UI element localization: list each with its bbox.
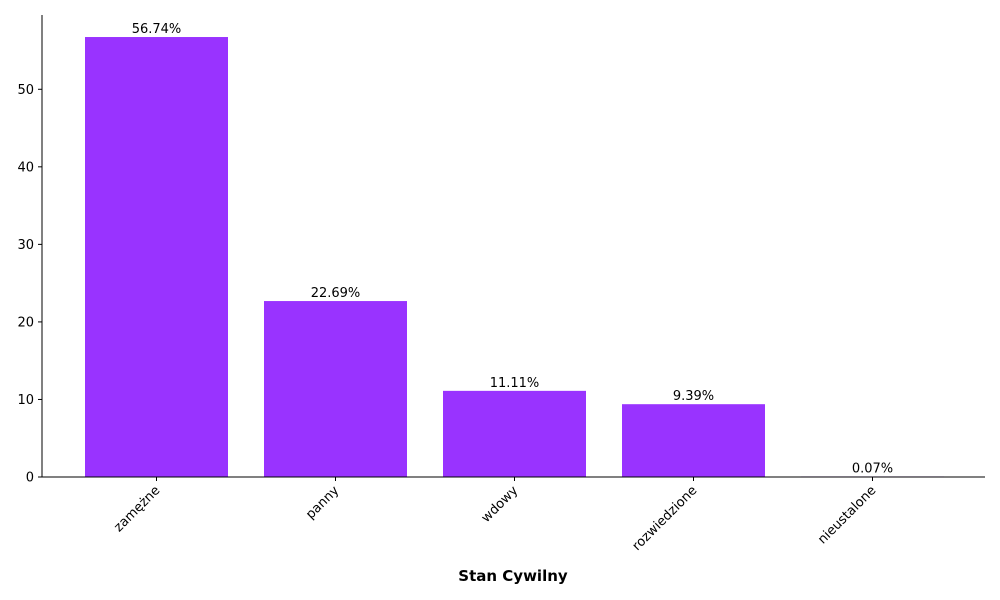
y-tick-label: 50	[17, 83, 34, 98]
y-tick-label: 0	[26, 471, 34, 486]
value-label: 0.07%	[852, 461, 893, 476]
x-tick-label: wdowy	[479, 483, 522, 526]
x-tick-label: zamężne	[111, 483, 163, 535]
value-label: 22.69%	[311, 286, 361, 301]
value-label: 56.74%	[132, 22, 182, 37]
bar	[443, 390, 586, 477]
bar	[85, 37, 228, 477]
x-tick-label: rozwiedzione	[630, 483, 701, 554]
bar	[264, 301, 407, 477]
value-label: 11.11%	[490, 376, 540, 391]
value-label: 9.39%	[673, 389, 714, 404]
bar	[622, 404, 765, 477]
x-tick-label: panny	[303, 483, 342, 522]
y-tick-label: 30	[17, 238, 34, 253]
y-tick-label: 10	[17, 393, 34, 408]
x-axis-label: Stan Cywilny	[458, 567, 568, 585]
y-tick-label: 20	[17, 315, 34, 330]
x-tick-label: nieustalone	[815, 483, 879, 547]
y-tick-label: 40	[17, 160, 34, 175]
